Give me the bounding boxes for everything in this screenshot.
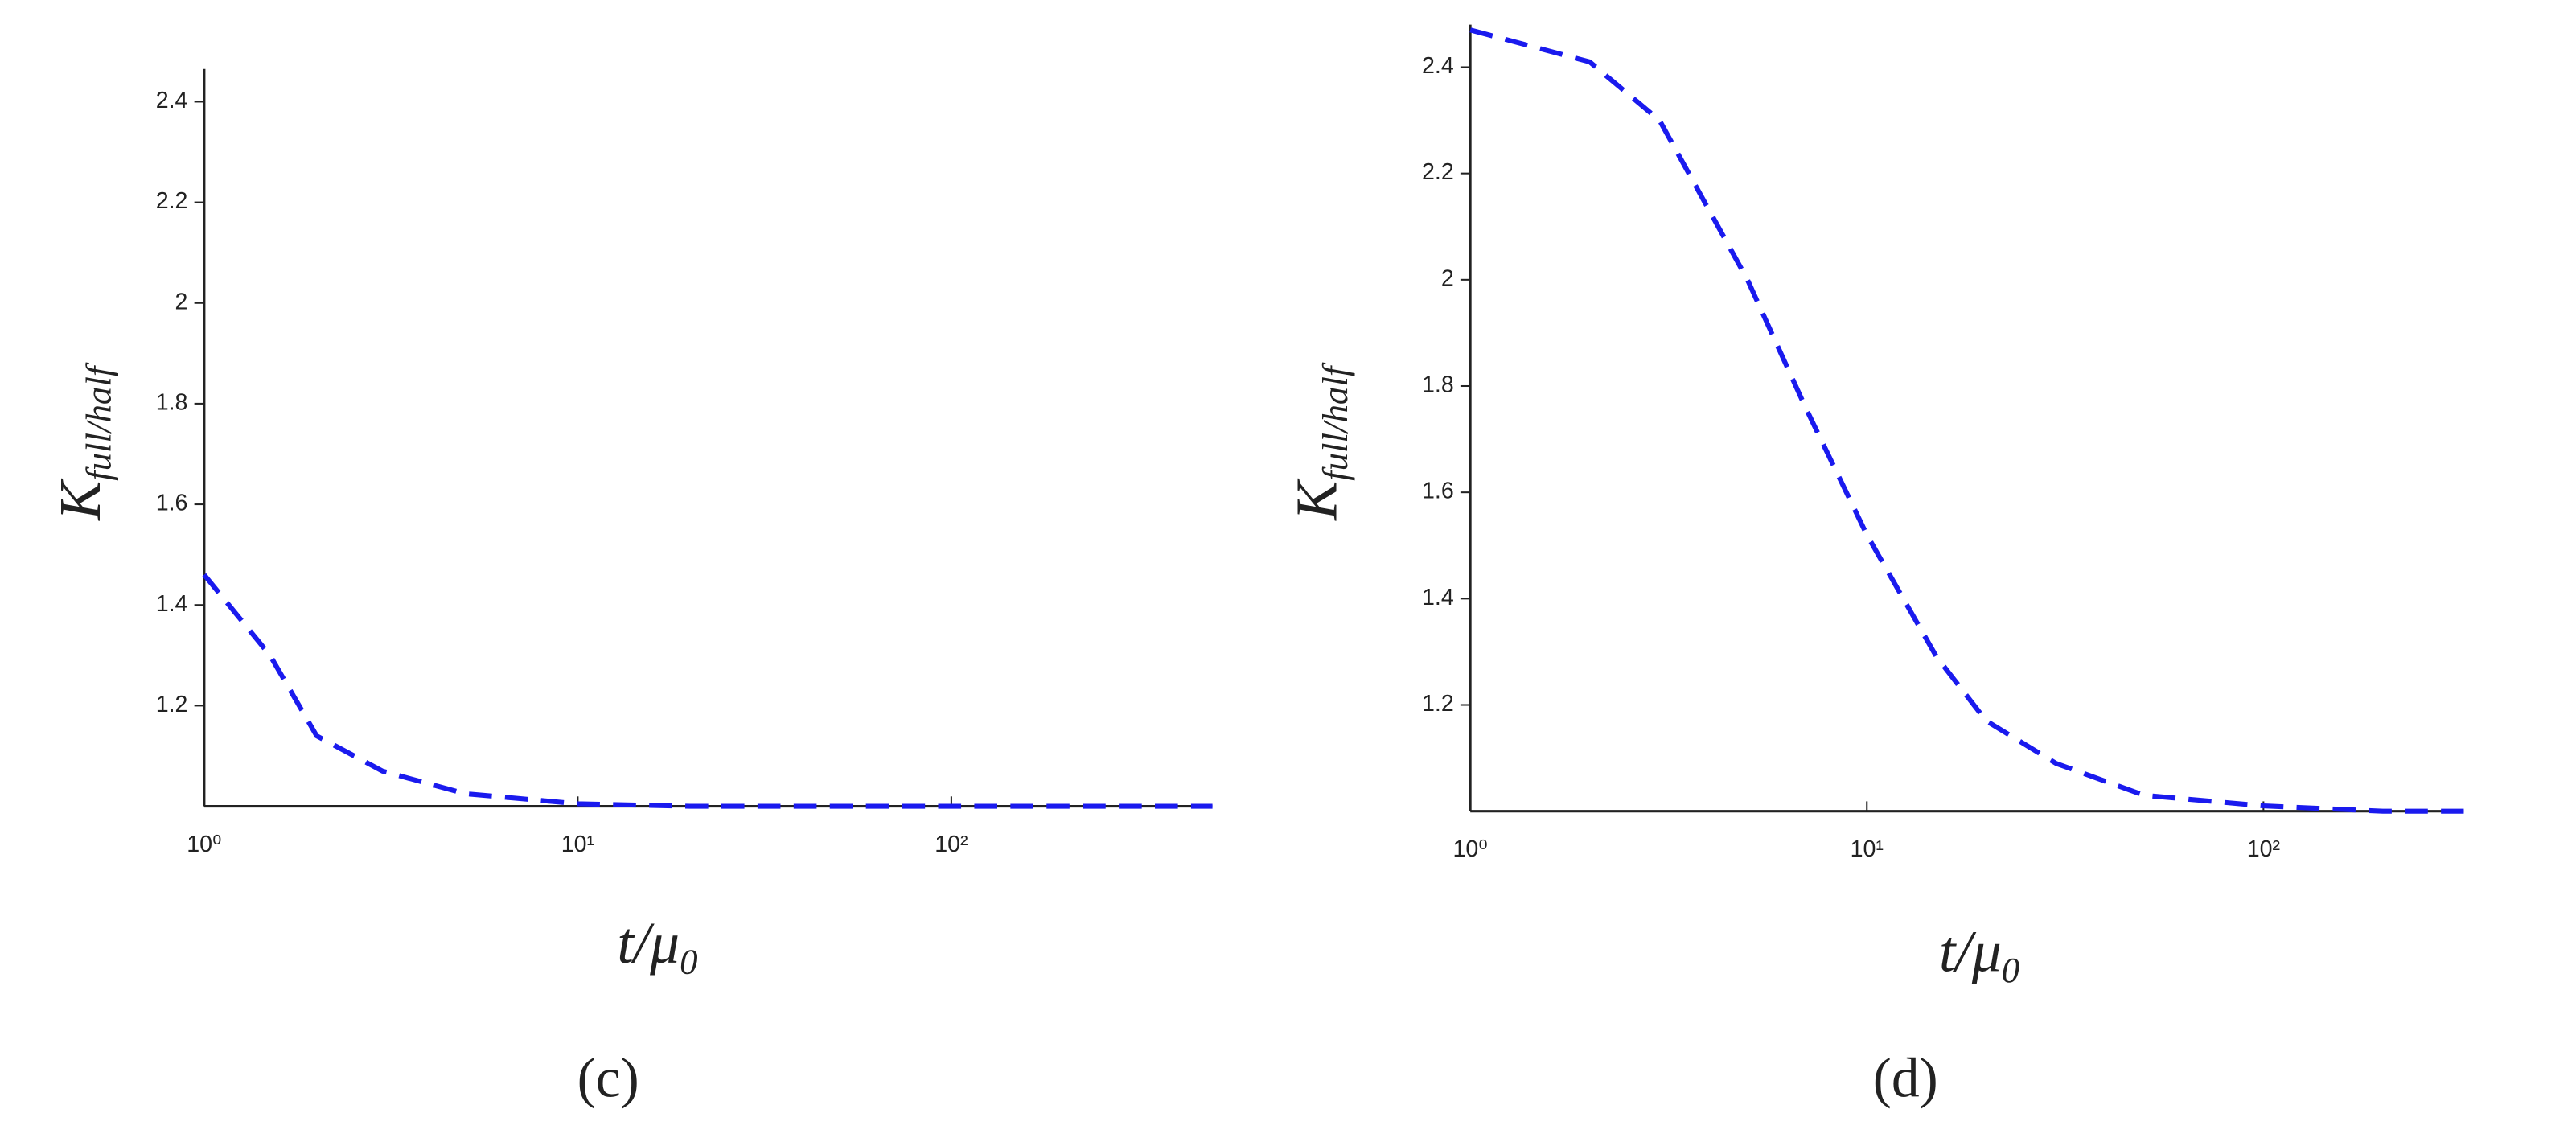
- x-label-main: t/μ: [1939, 918, 2002, 984]
- x-axis-label: t/μ0: [617, 910, 697, 982]
- y-tick-label: 2.4: [1422, 53, 1454, 79]
- x-tick-label: 10⁰: [1453, 836, 1488, 862]
- data-line: [202, 573, 1213, 809]
- x-label-sub: 0: [680, 942, 697, 982]
- chart: 1.2 1.4 1.6 1.8 2 2.2 2.4 10⁰ 10¹ 10² Kfull/half t/…: [1284, 24, 2464, 1110]
- y-tick-label: 1.8: [1422, 372, 1454, 398]
- y-tick-label: 1.2: [1422, 691, 1454, 717]
- y-tick-label: 1.2: [156, 692, 188, 717]
- y-tick-label: 2.2: [1422, 159, 1454, 185]
- y-label-main: K: [1284, 478, 1349, 521]
- y-label-main: K: [47, 478, 113, 521]
- y-axis-label: Kfull/half: [1284, 362, 1355, 521]
- x-tick-label: 10¹: [561, 832, 594, 857]
- caption: (c): [577, 1048, 639, 1110]
- x-tick-label: 10¹: [1851, 836, 1884, 862]
- y-tick-label: 1.8: [156, 389, 188, 415]
- y-tick-label: 1.4: [1422, 585, 1454, 610]
- x-tick-label: 10⁰: [187, 832, 221, 857]
- chart: 1.2 1.4 1.6 1.8 2 2.2 2.4 10⁰ 10¹ 10² Kfull/half t/…: [47, 68, 1213, 1110]
- y-label-sub: full/half: [1315, 362, 1355, 481]
- x-tick-label: 10²: [2247, 836, 2280, 862]
- x-tick-label: 10²: [935, 832, 968, 857]
- x-label-main: t/μ: [617, 910, 680, 976]
- y-tick-label: 2: [1441, 265, 1454, 291]
- y-tick-label: 2.4: [156, 88, 188, 113]
- y-label-sub: full/half: [79, 362, 119, 481]
- caption: (d): [1873, 1048, 1938, 1110]
- y-tick-label: 1.6: [156, 491, 188, 516]
- y-tick-label: 1.4: [156, 591, 188, 617]
- y-tick-label: 2.2: [156, 188, 188, 214]
- y-tick-label: 2: [175, 289, 188, 314]
- data-line: [1469, 27, 2464, 814]
- x-axis-label: t/μ0: [1939, 918, 2019, 990]
- x-label-sub: 0: [2002, 950, 2019, 990]
- y-axis-label: Kfull/half: [47, 362, 119, 521]
- y-tick-label: 1.6: [1422, 479, 1454, 504]
